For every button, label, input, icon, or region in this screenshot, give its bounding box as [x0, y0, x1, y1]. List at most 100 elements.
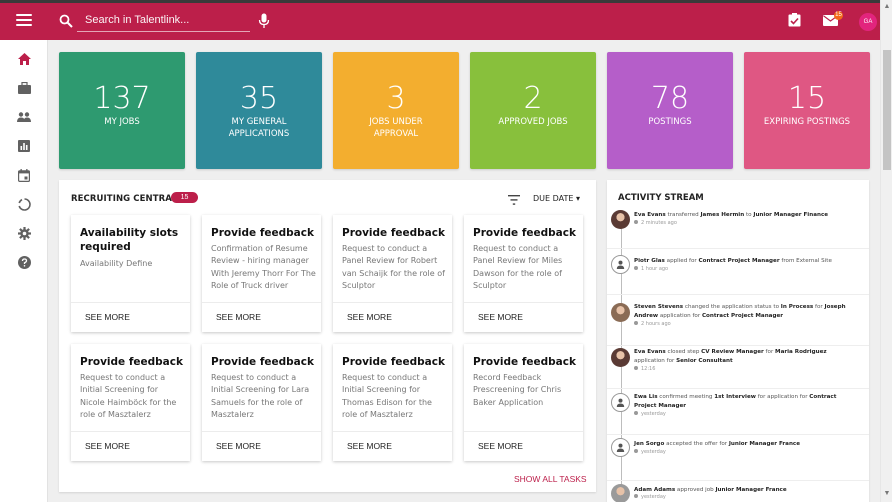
avatar [611, 484, 630, 502]
hamburger-menu-icon[interactable] [16, 14, 32, 28]
task-card[interactable]: Provide feedback Request to conduct a In… [333, 344, 452, 461]
activity-item: Jen Sorgo accepted the offer for Junior … [607, 435, 869, 481]
activity-text: Ewa Lis confirmed meeting 1st Interview … [634, 394, 837, 409]
scroll-thumb[interactable] [883, 50, 891, 170]
sidebar-item-jobs[interactable] [16, 80, 32, 96]
recruiting-central-panel: RECRUITING CENTRAL 15 DUE DATE ▾ Availab… [59, 180, 596, 492]
see-more-button[interactable]: SEE MORE [347, 441, 392, 451]
task-title: Provide feedback [211, 227, 314, 239]
sidebar-item-settings[interactable] [16, 225, 32, 241]
activity-text: Piotr Glas applied for Contract Project … [634, 258, 832, 264]
see-more-button[interactable]: SEE MORE [478, 441, 523, 451]
stat-value: 15 [787, 81, 827, 116]
clock-icon [634, 494, 638, 498]
person-icon [611, 438, 630, 457]
task-count-badge: 15 [171, 192, 198, 203]
sidebar-item-help[interactable] [16, 254, 32, 270]
activity-timestamp: yesterday [634, 411, 666, 417]
activity-item: Ewa Lis confirmed meeting 1st Interview … [607, 389, 869, 435]
panel-title: ACTIVITY STREAM [618, 193, 704, 203]
see-more-button[interactable]: SEE MORE [478, 312, 523, 322]
activity-text: Steven Stevens changed the application s… [634, 304, 846, 319]
stat-tile-expiring-postings[interactable]: 15 EXPIRING POSTINGS [744, 52, 870, 169]
sidebar-item-candidates[interactable] [16, 109, 32, 125]
calendar-icon [18, 168, 30, 182]
task-title: Availability slots required [80, 227, 179, 253]
task-card[interactable]: Availability slots required Availability… [71, 215, 190, 332]
sidebar [0, 40, 48, 502]
task-description: Request to conduct a Initial Screening f… [80, 373, 177, 419]
avatar [611, 348, 630, 367]
see-more-button[interactable]: SEE MORE [347, 312, 392, 322]
activity-item: Eva Evans transferred James Hermin to Ju… [607, 206, 869, 249]
stat-label: MY GENERAL APPLICATIONS [228, 117, 290, 139]
stat-tile-approved-jobs[interactable]: 2 APPROVED JOBS [470, 52, 596, 169]
sidebar-item-home[interactable] [16, 51, 32, 67]
task-title: Provide feedback [211, 356, 314, 368]
scroll-up-arrow-icon[interactable]: ▲ [883, 3, 891, 10]
show-all-tasks-link[interactable]: SHOW ALL TASKS [514, 474, 587, 484]
page-scrollbar[interactable]: ▲ ▼ [880, 0, 892, 502]
scroll-down-arrow-icon[interactable]: ▼ [883, 490, 891, 497]
see-more-button[interactable]: SEE MORE [216, 312, 261, 322]
stat-value: 35 [239, 81, 279, 116]
tasks-checklist-icon[interactable] [788, 13, 801, 27]
microphone-icon[interactable] [258, 13, 270, 29]
avatar [611, 210, 630, 229]
activity-item: Piotr Glas applied for Contract Project … [607, 249, 869, 295]
briefcase-icon [17, 82, 31, 94]
stat-label: APPROVED JOBS [498, 117, 568, 127]
see-more-button[interactable]: SEE MORE [216, 441, 261, 451]
clock-icon [634, 266, 638, 270]
clock-icon [634, 411, 638, 415]
task-description: Confirmation of Resume Review - hiring m… [211, 244, 316, 290]
task-description: Request to conduct a Initial Screening f… [211, 373, 310, 419]
sidebar-item-reports[interactable] [16, 138, 32, 154]
search-icon[interactable] [59, 14, 73, 28]
filter-icon[interactable] [508, 195, 520, 205]
activity-timestamp: yesterday [634, 494, 666, 500]
activity-text: Jen Sorgo accepted the offer for Junior … [634, 441, 801, 447]
task-card[interactable]: Provide feedback Request to conduct a In… [71, 344, 190, 461]
task-title: Provide feedback [473, 227, 576, 239]
see-more-button[interactable]: SEE MORE [85, 312, 130, 322]
people-icon [17, 112, 31, 122]
person-icon [611, 255, 630, 274]
activity-timestamp: yesterday [634, 449, 666, 455]
task-card[interactable]: Provide feedback Request to conduct a Pa… [464, 215, 583, 332]
stat-label: EXPIRING POSTINGS [763, 117, 851, 127]
stat-tile-general-applications[interactable]: 35 MY GENERAL APPLICATIONS [196, 52, 322, 169]
stat-tile-jobs-under-approval[interactable]: 3 JOBS UNDER APPROVAL [333, 52, 459, 169]
task-description: Request to conduct a Panel Review for Ro… [342, 244, 445, 290]
task-title: Provide feedback [342, 227, 445, 239]
activity-timestamp: 12:16 [634, 366, 655, 372]
see-more-button[interactable]: SEE MORE [85, 441, 130, 451]
loading-circle-icon [17, 197, 31, 211]
stat-value: 3 [386, 81, 406, 116]
stat-tile-my-jobs[interactable]: 137 MY JOBS [59, 52, 185, 169]
stat-label: POSTINGS [648, 117, 692, 127]
task-card[interactable]: Provide feedback Request to conduct a In… [202, 344, 321, 461]
stat-label: JOBS UNDER APPROVAL [369, 117, 423, 139]
task-card[interactable]: Provide feedback Record Feedback Prescre… [464, 344, 583, 461]
browser-strip [0, 0, 892, 3]
sort-due-date-dropdown[interactable]: DUE DATE ▾ [533, 194, 580, 203]
user-avatar[interactable]: GA [859, 13, 877, 31]
help-icon [17, 255, 31, 269]
stat-value: 2 [523, 81, 543, 116]
clock-icon [634, 321, 638, 325]
sidebar-item-processes[interactable] [16, 196, 32, 212]
task-card[interactable]: Provide feedback Confirmation of Resume … [202, 215, 321, 332]
panel-title: RECRUITING CENTRAL [71, 194, 178, 204]
sidebar-item-calendar[interactable] [16, 167, 32, 183]
task-description: Record Feedback Prescreening for Chris B… [473, 373, 562, 407]
reports-chart-icon [18, 140, 30, 152]
task-card[interactable]: Provide feedback Request to conduct a Pa… [333, 215, 452, 332]
stat-value: 78 [650, 81, 690, 116]
activity-stream-panel: ACTIVITY STREAM Eva Evans transferred Ja… [607, 180, 869, 502]
search-input[interactable] [77, 9, 250, 32]
activity-timestamp: 2 minutes ago [634, 220, 677, 226]
task-title: Provide feedback [473, 356, 576, 368]
task-title: Provide feedback [80, 356, 183, 368]
stat-tile-postings[interactable]: 78 POSTINGS [607, 52, 733, 169]
